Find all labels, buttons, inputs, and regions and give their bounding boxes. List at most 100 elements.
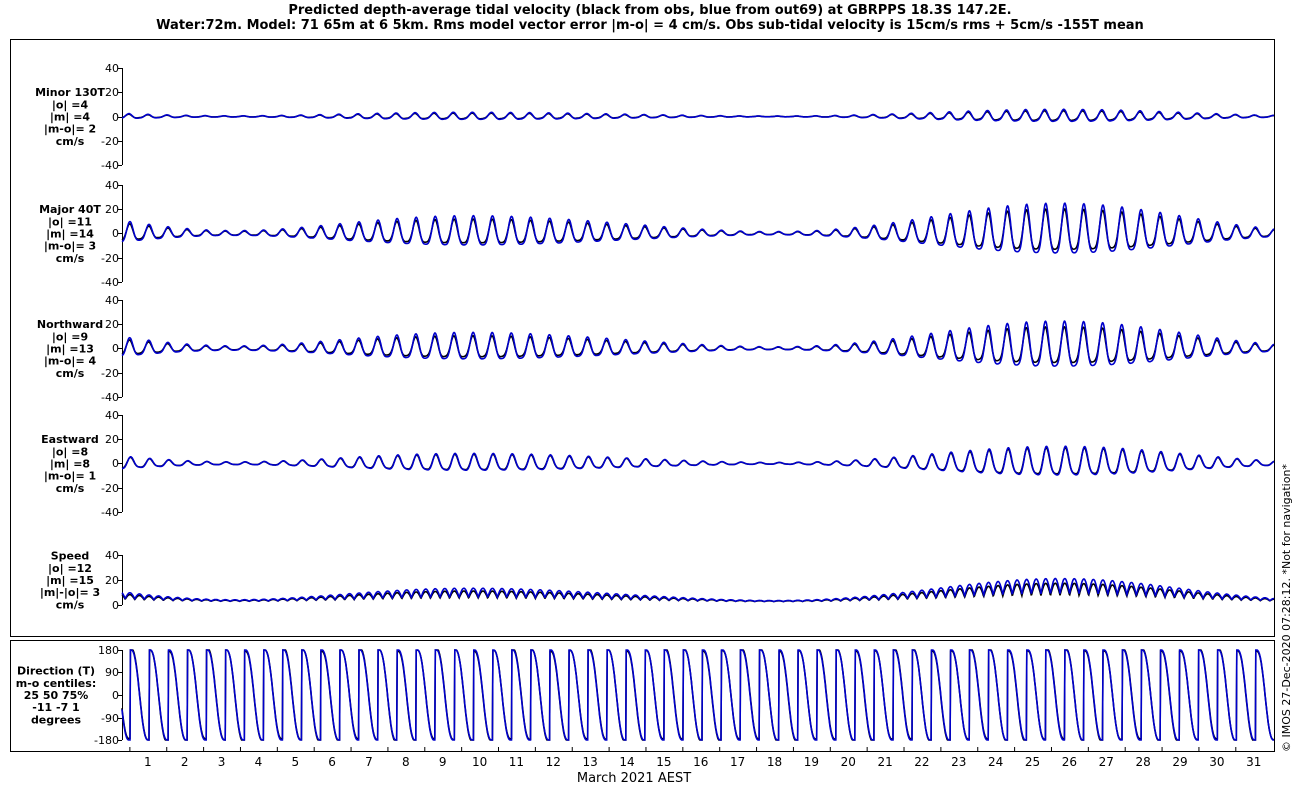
major-label-line: |m| =14 [46,228,94,241]
speed-label-line: Speed [51,550,90,563]
direction-label-line: -11 -7 1 [32,701,79,714]
speed-y-tick-label: 20 [105,574,119,587]
northward-y-tick-label: -40 [101,391,119,404]
eastward-model-line [122,445,1275,476]
x-tick-label: 19 [804,755,819,769]
panel-speed: 40 20 0 Speed|o| =12|m| =15|m|-|o|= 3cm/s [40,549,1275,612]
northward-y-tick-label: -20 [101,367,119,380]
eastward-y-tick-label: 20 [105,433,119,446]
x-tick-label: 16 [693,755,708,769]
direction-frame [10,640,1275,752]
chart-title-line-2: Water:72m. Model: 71 65m at 6 5km. Rms m… [156,18,1144,33]
x-tick-label: 25 [1025,755,1040,769]
major-y-tick-label: 0 [112,227,119,240]
major-label-line: cm/s [56,252,85,265]
x-tick-label: 13 [583,755,598,769]
minor-y-tick-label: -40 [101,159,119,172]
speed-label-line: |o| =12 [48,562,92,575]
major-y-tick-label: 40 [105,179,119,192]
panel-minor: 40 20 0 -20 -40 Minor 130T|o| =4|m| =4|m-o|= … [35,62,1274,172]
x-tick-label: 28 [1135,755,1150,769]
x-tick-label: 23 [951,755,966,769]
northward-label-line: |m| =13 [46,343,94,356]
x-tick-label: 1 [144,755,152,769]
x-tick-label: 20 [841,755,856,769]
minor-y-tick-label: -20 [101,135,119,148]
chart-frame [10,39,1275,752]
northward-y-tick-label: 0 [112,342,119,355]
x-tick-label: 6 [328,755,336,769]
x-tick-label: 5 [291,755,299,769]
x-tick-label: 27 [1099,755,1114,769]
minor-label-line: Minor 130T [35,86,105,99]
direction-label-line: m-o centiles: [16,677,96,690]
speed-label-line: |m| =15 [46,574,94,587]
major-model-line [121,202,1275,254]
major-label-line: |o| =11 [48,215,92,228]
minor-model-line [121,108,1274,123]
eastward-label-line: |m| =8 [50,458,90,471]
speed-model-line [121,577,1275,603]
northward-label-line: cm/s [56,367,85,380]
direction-obs-line [121,649,1275,741]
x-tick-label: 22 [914,755,929,769]
minor-y-tick-label: 20 [105,86,119,99]
minor-label-line: |m| =4 [50,111,91,124]
direction-y-tick-label: -90 [101,712,119,725]
major-y-tick-label: -40 [101,276,119,289]
eastward-y-tick-label: -20 [101,482,119,495]
panel-northward: 40 20 0 -20 -40 Northward|o| =9|m| =13|m-o|= … [37,294,1275,404]
eastward-y-tick-label: 0 [112,457,119,470]
major-y-tick-label: 20 [105,203,119,216]
x-tick-label: 21 [877,755,892,769]
panel-major: 40 20 0 -20 -40 Major 40T|o| =11|m| =14|m-o|=… [39,179,1275,289]
x-axis-label: March 2021 AEST [577,771,691,786]
x-tick-label: 9 [439,755,447,769]
x-tick-label: 17 [730,755,745,769]
x-axis: 1 2 3 4 5 6 7 8 9 10 11 12 13 14 15 16 17 18 19 20 21 22 23 24 2… [122,747,1274,786]
northward-label-line: |m-o|= 4 [44,355,97,368]
eastward-y-tick-label: 40 [105,409,119,422]
x-tick-label: 4 [255,755,263,769]
speed-label-line: |m|-|o|= 3 [40,586,100,599]
x-tick-label: 14 [619,755,634,769]
x-tick-label: 11 [509,755,524,769]
direction-label-line: Direction (T) [17,665,95,678]
x-tick-label: 18 [767,755,782,769]
x-tick-label: 31 [1246,755,1261,769]
panel-eastward: 40 20 0 -20 -40 Eastward|o| =8|m| =8|m-o|= 1c… [41,409,1275,519]
northward-y-tick-label: 40 [105,294,119,307]
panel-direction: 180 90 0 -90 -180 Direction (T)m-o centiles:2… [16,644,1275,747]
direction-y-tick-label: 90 [105,666,119,679]
eastward-label-line: |m-o|= 1 [44,470,96,483]
x-tick-label: 12 [546,755,561,769]
speed-y-tick-label: 40 [105,549,119,562]
eastward-label-line: cm/s [56,482,85,495]
speed-label-line: cm/s [56,598,85,611]
x-tick-label: 10 [472,755,487,769]
x-tick-label: 30 [1209,755,1224,769]
x-tick-label: 24 [988,755,1003,769]
speed-y-tick-label: 0 [112,599,119,612]
upper-frame [10,39,1275,637]
minor-label-line: cm/s [56,135,85,148]
northward-label-line: |o| =9 [52,330,88,343]
direction-y-tick-label: 0 [112,689,119,702]
northward-y-tick-label: 20 [105,318,119,331]
chart-title-line-1: Predicted depth-average tidal velocity (… [288,3,1012,18]
direction-y-tick-label: -180 [94,734,119,747]
x-tick-label: 15 [656,755,671,769]
x-tick-label: 7 [365,755,373,769]
x-tick-label: 2 [181,755,189,769]
northward-label-line: Northward [37,318,103,331]
copyright-notice: © IMOS 27-Dec-2020 07:28:12. *Not for na… [1280,464,1293,752]
eastward-label-line: Eastward [41,433,99,446]
minor-y-tick-label: 0 [112,111,119,124]
x-tick-label: 29 [1172,755,1187,769]
direction-model-line [121,649,1274,741]
direction-y-tick-label: 180 [98,644,119,657]
major-y-tick-label: -20 [101,252,119,265]
x-tick-label: 26 [1062,755,1077,769]
